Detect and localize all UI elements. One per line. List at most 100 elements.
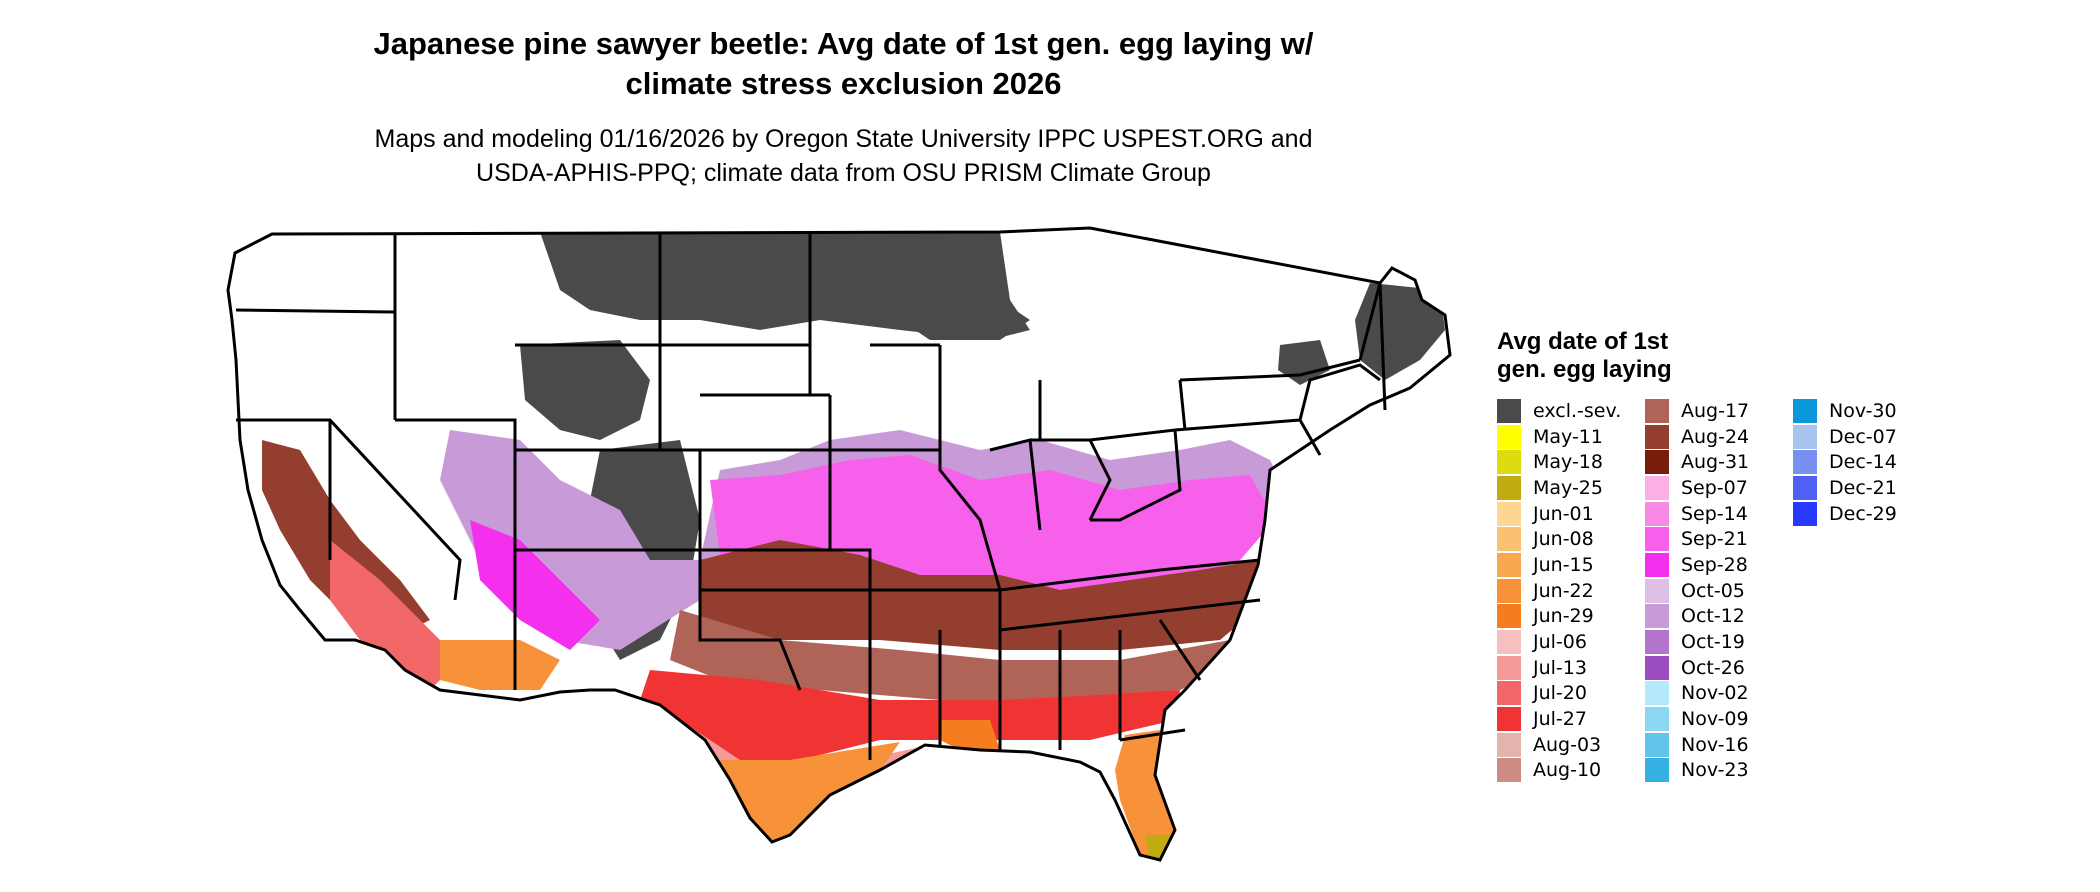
legend-swatch [1645, 424, 1669, 449]
legend-label: Nov-30 [1829, 399, 1897, 422]
legend-title-line1: Avg date of 1st [1497, 328, 1669, 355]
band-aug-light [670, 610, 1250, 700]
legend-label: Jul-20 [1533, 682, 1587, 705]
legend-item: Sep-14 [1645, 501, 1793, 527]
band-jul-west [330, 540, 460, 690]
legend: Avg date of 1st gen. egg laying excl.-se… [1497, 328, 1941, 783]
legend-item: Jun-08 [1497, 526, 1645, 552]
band-jun-arizona [440, 640, 560, 690]
legend-item: Dec-21 [1793, 475, 1941, 501]
legend-item: Oct-12 [1645, 604, 1793, 630]
legend-column: excl.-sev. May-11 May-18 May-25 Jun-01 Jun-08… [1497, 398, 1645, 783]
legend-label: May-11 [1533, 425, 1603, 448]
legend-swatch [1497, 398, 1521, 423]
excluded-new-england [1355, 283, 1445, 380]
legend-swatch [1793, 424, 1817, 449]
legend-item: Aug-10 [1497, 758, 1645, 784]
legend-swatch [1497, 501, 1521, 526]
legend-label: Nov-02 [1681, 682, 1749, 705]
legend-swatch [1793, 501, 1817, 526]
legend-swatch [1645, 501, 1669, 526]
legend-swatch [1497, 552, 1521, 577]
legend-label: Aug-31 [1681, 451, 1750, 474]
legend-swatch [1645, 552, 1669, 577]
legend-item: Oct-19 [1645, 629, 1793, 655]
legend-item: Dec-07 [1793, 424, 1941, 450]
legend-swatch [1497, 604, 1521, 629]
legend-swatch [1645, 527, 1669, 552]
legend-swatch [1497, 475, 1521, 500]
legend-swatch [1497, 527, 1521, 552]
legend-label: Jun-08 [1533, 528, 1594, 551]
legend-title: Avg date of 1st gen. egg laying [1497, 328, 1941, 384]
legend-title-line2: gen. egg laying [1497, 356, 1672, 383]
legend-swatch [1793, 475, 1817, 500]
excluded-adirondacks [1278, 340, 1330, 385]
legend-label: Jun-29 [1533, 605, 1594, 628]
legend-label: May-18 [1533, 451, 1603, 474]
legend-column: Nov-30 Dec-07 Dec-14 Dec-21 Dec-29 [1793, 398, 1941, 783]
legend-item: Jul-20 [1497, 681, 1645, 707]
legend-item: Dec-29 [1793, 501, 1941, 527]
map-title-line2: climate stress exclusion 2026 [625, 66, 1062, 101]
legend-column: Aug-17 Aug-24 Aug-31 Sep-07 Sep-14 Sep-21 Sep-… [1645, 398, 1793, 783]
state-boundaries [226, 226, 1452, 862]
legend-swatch [1497, 630, 1521, 655]
map-subtitle-line1: Maps and modeling 01/16/2026 by Oregon S… [374, 125, 1313, 153]
legend-label: Jul-13 [1533, 656, 1587, 679]
legend-item: Nov-30 [1793, 398, 1941, 424]
legend-item: Dec-14 [1793, 449, 1941, 475]
legend-swatch [1497, 732, 1521, 757]
legend-swatch [1497, 707, 1521, 732]
legend-swatch [1645, 707, 1669, 732]
legend-item: Aug-31 [1645, 449, 1793, 475]
legend-swatch [1645, 758, 1669, 783]
legend-swatch [1497, 450, 1521, 475]
band-jul [640, 670, 1180, 760]
legend-swatch [1497, 424, 1521, 449]
legend-swatch [1645, 475, 1669, 500]
legend-item: May-11 [1497, 424, 1645, 450]
legend-item: Aug-24 [1645, 424, 1793, 450]
legend-label: Dec-21 [1829, 476, 1897, 499]
legend-label: Jun-15 [1533, 553, 1594, 576]
legend-label: Dec-29 [1829, 502, 1897, 525]
legend-label: Dec-14 [1829, 451, 1897, 474]
legend-label: Jun-01 [1533, 502, 1594, 525]
legend-label: Oct-19 [1681, 631, 1745, 654]
legend-swatch [1645, 578, 1669, 603]
legend-item: Aug-17 [1645, 398, 1793, 424]
legend-item: Jun-29 [1497, 604, 1645, 630]
map-subtitle-line2: USDA-APHIS-PPQ; climate data from OSU PR… [476, 159, 1211, 187]
legend-item: Sep-21 [1645, 526, 1793, 552]
excluded-rockies [520, 340, 650, 440]
legend-swatch [1645, 681, 1669, 706]
legend-label: Sep-21 [1681, 528, 1748, 551]
legend-item: Jul-27 [1497, 706, 1645, 732]
legend-label: Oct-12 [1681, 605, 1745, 628]
band-sep-west [470, 520, 600, 650]
legend-label: Sep-07 [1681, 476, 1748, 499]
legend-swatch [1497, 758, 1521, 783]
legend-item: Jul-13 [1497, 655, 1645, 681]
legend-label: Jul-27 [1533, 708, 1587, 731]
legend-item: May-18 [1497, 449, 1645, 475]
legend-label: Sep-14 [1681, 502, 1748, 525]
legend-item: Nov-16 [1645, 732, 1793, 758]
legend-item: Jun-15 [1497, 552, 1645, 578]
legend-swatch [1645, 655, 1669, 680]
legend-label: Aug-17 [1681, 399, 1750, 422]
legend-swatch [1645, 732, 1669, 757]
legend-swatch [1793, 450, 1817, 475]
legend-label: Oct-26 [1681, 656, 1745, 679]
legend-swatch [1645, 604, 1669, 629]
legend-swatch [1645, 630, 1669, 655]
legend-label: Aug-10 [1533, 759, 1602, 782]
map-title: Japanese pine sawyer beetle: Avg date of… [0, 24, 1687, 104]
legend-label: Sep-28 [1681, 553, 1748, 576]
legend-item: Oct-26 [1645, 655, 1793, 681]
map-subtitle: Maps and modeling 01/16/2026 by Oregon S… [0, 122, 1687, 190]
legend-item: Jun-01 [1497, 501, 1645, 527]
legend-item: Nov-02 [1645, 681, 1793, 707]
